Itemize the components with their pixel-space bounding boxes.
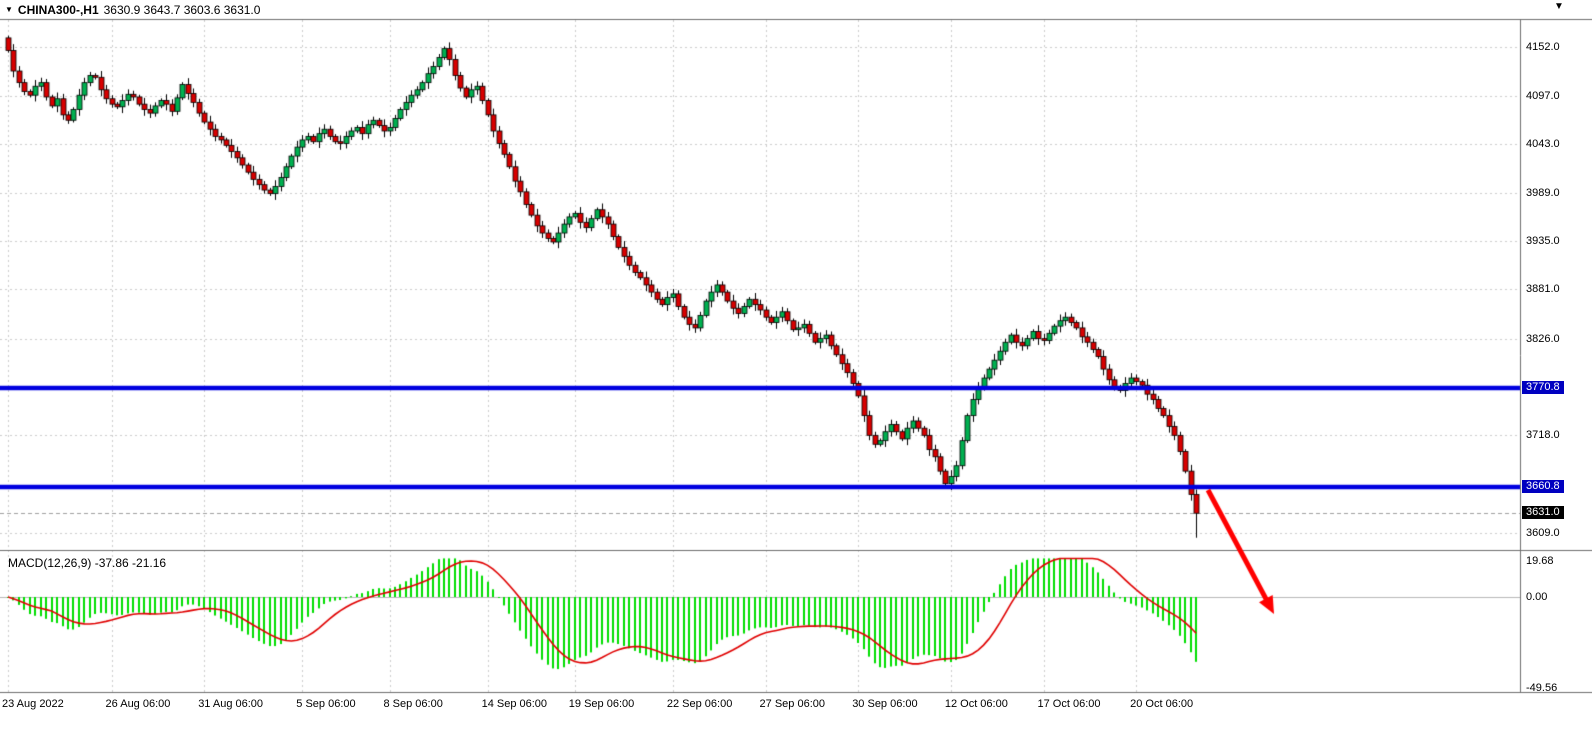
symbol-timeframe-label: CHINA300-,H1 xyxy=(17,3,99,17)
hline-price-label: 3660.8 xyxy=(1522,479,1564,493)
price-axis-label: 3881.0 xyxy=(1526,283,1560,296)
hline-price-label: 3770.8 xyxy=(1522,381,1564,395)
price-axis-label: 4097.0 xyxy=(1526,90,1560,103)
time-axis-label: 17 Oct 06:00 xyxy=(1037,698,1101,710)
time-axis-label: 14 Sep 06:00 xyxy=(481,698,548,710)
macd-axis-label: 19.68 xyxy=(1526,554,1554,567)
time-axis-label: 20 Oct 06:00 xyxy=(1130,698,1194,710)
chart-header: ▼ CHINA300-,H1 3630.9 3643.7 3603.6 3631… xyxy=(5,3,260,17)
macd-axis-label: 0.00 xyxy=(1526,590,1548,603)
price-axis-label: 3935.0 xyxy=(1526,235,1560,248)
price-axis-label: 3826.0 xyxy=(1526,332,1560,345)
time-axis-label: 31 Aug 06:00 xyxy=(198,698,264,710)
price-axis-label: 4043.0 xyxy=(1526,138,1560,151)
macd-indicator-label: MACD(12,26,9) -37.86 -21.16 xyxy=(8,556,167,570)
price-axis-label: 3609.0 xyxy=(1526,526,1560,539)
symbol-dropdown-icon[interactable]: ▼ xyxy=(5,5,13,14)
time-axis-label: 23 Aug 2022 xyxy=(2,698,64,710)
time-axis-label: 5 Sep 06:00 xyxy=(296,698,356,710)
price-axis-label: 3718.0 xyxy=(1526,429,1560,442)
time-axis-label: 27 Sep 06:00 xyxy=(759,698,825,710)
time-axis-label: 8 Sep 06:00 xyxy=(383,698,443,710)
time-axis-label: 12 Oct 06:00 xyxy=(944,698,1008,710)
macd-axis-label: -49.56 xyxy=(1526,681,1558,694)
time-axis-label: 26 Aug 06:00 xyxy=(105,698,171,710)
chart-shift-marker-icon[interactable]: ▼ xyxy=(1554,1,1564,12)
ohlc-values: 3630.9 3643.7 3603.6 3631.0 xyxy=(103,3,261,17)
price-axis-label: 4152.0 xyxy=(1526,40,1560,53)
time-axis-label: 30 Sep 06:00 xyxy=(852,698,918,710)
time-axis-label: 19 Sep 06:00 xyxy=(568,698,635,710)
time-axis-label: 22 Sep 06:00 xyxy=(666,698,733,710)
price-axis-label: 3989.0 xyxy=(1526,186,1560,199)
current-price-label: 3631.0 xyxy=(1522,506,1564,520)
